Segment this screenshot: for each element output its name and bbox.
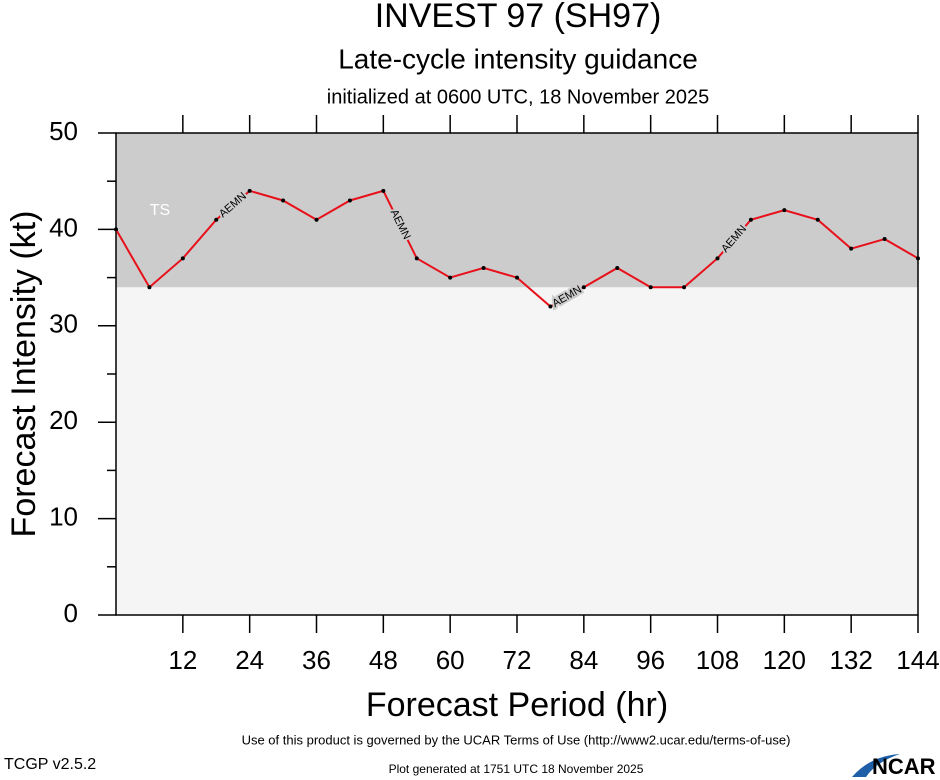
data-point xyxy=(548,304,553,309)
version-text: TCGP v2.5.2 xyxy=(4,756,96,773)
x-tick-label: 144 xyxy=(896,645,939,675)
y-tick-label: 10 xyxy=(49,501,78,531)
data-point xyxy=(682,285,687,290)
y-tick-label: 40 xyxy=(49,212,78,242)
data-point xyxy=(414,256,419,261)
data-point xyxy=(849,246,854,251)
y-tick-label: 20 xyxy=(49,405,78,435)
generated-text: Plot generated at 1751 UTC 18 November 2… xyxy=(389,762,644,776)
data-point xyxy=(247,188,252,193)
data-point xyxy=(715,256,720,261)
x-tick-label: 132 xyxy=(829,645,872,675)
data-point xyxy=(214,217,219,222)
data-point xyxy=(515,275,519,280)
data-point xyxy=(114,227,118,232)
data-point xyxy=(180,256,185,261)
data-point xyxy=(648,285,653,290)
y-axis-label: Forecast Intensity (kt) xyxy=(5,211,43,538)
data-point xyxy=(748,217,753,222)
x-tick-label: 120 xyxy=(763,645,806,675)
data-point xyxy=(882,237,887,242)
logo-text: NCAR xyxy=(872,754,936,779)
x-tick-label: 96 xyxy=(636,645,665,675)
chart-subtitle: Late-cycle intensity guidance xyxy=(338,43,698,74)
x-tick-label: 84 xyxy=(569,645,598,675)
data-point xyxy=(815,217,820,222)
data-point xyxy=(916,256,920,261)
terms-text: Use of this product is governed by the U… xyxy=(242,732,791,747)
data-point xyxy=(147,285,152,290)
data-point xyxy=(347,198,352,203)
x-tick-label: 108 xyxy=(696,645,739,675)
y-tick-label: 50 xyxy=(49,116,78,146)
x-tick-label: 24 xyxy=(235,645,264,675)
x-tick-label: 60 xyxy=(436,645,465,675)
data-point xyxy=(615,265,620,270)
chart-title: INVEST 97 (SH97) xyxy=(375,0,662,35)
data-point xyxy=(581,285,586,290)
init-text: initialized at 0600 UTC, 18 November 202… xyxy=(327,86,709,108)
data-point xyxy=(314,217,319,222)
x-axis-label: Forecast Period (hr) xyxy=(366,686,668,724)
data-point xyxy=(782,208,787,213)
threshold-label: TS xyxy=(150,202,170,219)
y-tick-label: 30 xyxy=(49,309,78,339)
x-tick-label: 48 xyxy=(369,645,398,675)
x-tick-label: 36 xyxy=(302,645,331,675)
data-point xyxy=(481,265,486,270)
data-point xyxy=(448,275,453,280)
data-point xyxy=(281,198,286,203)
data-point xyxy=(381,188,386,193)
logo-swoosh xyxy=(852,754,900,777)
x-tick-label: 72 xyxy=(503,645,532,675)
y-tick-label: 0 xyxy=(64,598,78,628)
x-tick-label: 12 xyxy=(168,645,197,675)
